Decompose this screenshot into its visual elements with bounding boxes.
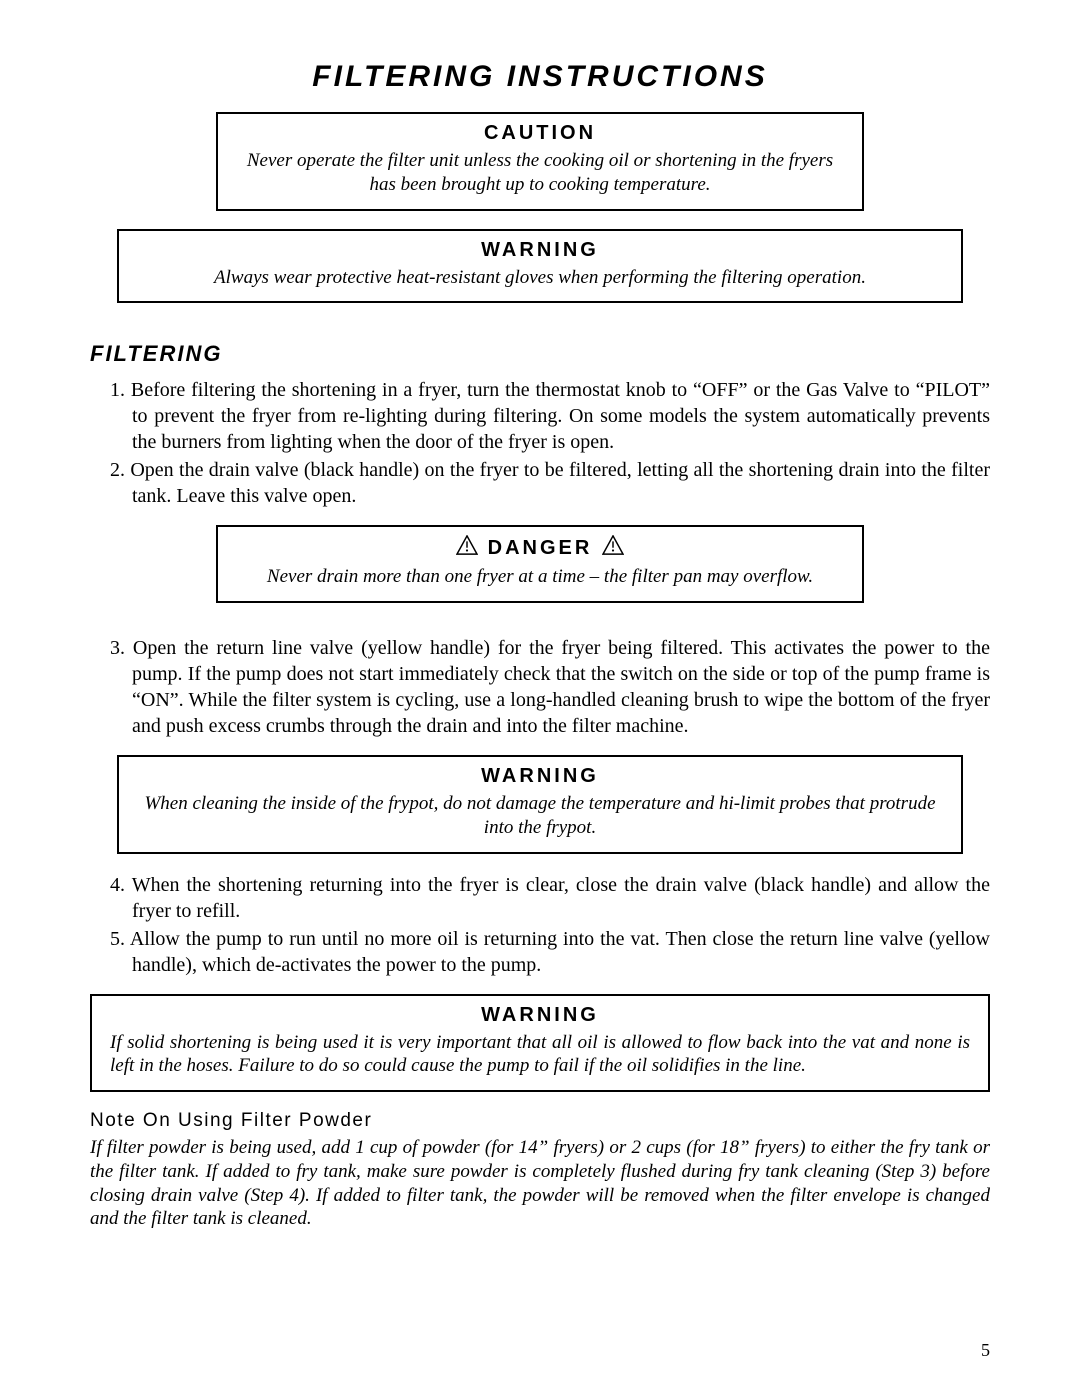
caution-box: CAUTION Never operate the filter unit un…	[216, 112, 864, 211]
page-title: FILTERING INSTRUCTIONS	[90, 60, 990, 94]
step-3: 3. Open the return line valve (yellow ha…	[110, 635, 990, 739]
warning-top-box: WARNING Always wear protective heat-resi…	[117, 229, 963, 304]
steps-list: 1. Before filtering the shortening in a …	[90, 377, 990, 509]
caution-text: Never operate the filter unit unless the…	[236, 149, 844, 197]
warning-top-text: Always wear protective heat-resistant gl…	[137, 266, 943, 290]
warning-mid-text: When cleaning the inside of the frypot, …	[137, 792, 943, 840]
warning-mid-label: WARNING	[137, 765, 943, 788]
danger-label-row: DANGER	[236, 535, 844, 561]
warning-bottom-label: WARNING	[110, 1004, 970, 1027]
section-heading-filtering: FILTERING	[90, 341, 990, 367]
warning-bottom-box: WARNING If solid shortening is being use…	[90, 994, 990, 1093]
step-4: 4. When the shortening returning into th…	[110, 872, 990, 924]
caution-label: CAUTION	[236, 122, 844, 145]
danger-text: Never drain more than one fryer at a tim…	[236, 565, 844, 589]
steps-list-cont-2: 4. When the shortening returning into th…	[90, 872, 990, 978]
warning-triangle-icon	[602, 535, 624, 561]
note-body: If filter powder is being used, add 1 cu…	[90, 1136, 990, 1231]
warning-bottom-text: If solid shortening is being used it is …	[110, 1031, 970, 1079]
page-number: 5	[981, 1340, 990, 1361]
note-heading: Note On Using Filter Powder	[90, 1110, 990, 1132]
steps-list-cont-1: 3. Open the return line valve (yellow ha…	[90, 635, 990, 739]
step-5: 5. Allow the pump to run until no more o…	[110, 926, 990, 978]
danger-label: DANGER	[488, 537, 593, 560]
warning-triangle-icon	[456, 535, 478, 561]
warning-mid-box: WARNING When cleaning the inside of the …	[117, 755, 963, 854]
warning-top-label: WARNING	[137, 239, 943, 262]
step-1: 1. Before filtering the shortening in a …	[110, 377, 990, 455]
step-2: 2. Open the drain valve (black handle) o…	[110, 457, 990, 509]
danger-box: DANGER Never drain more than one fryer a…	[216, 525, 864, 603]
